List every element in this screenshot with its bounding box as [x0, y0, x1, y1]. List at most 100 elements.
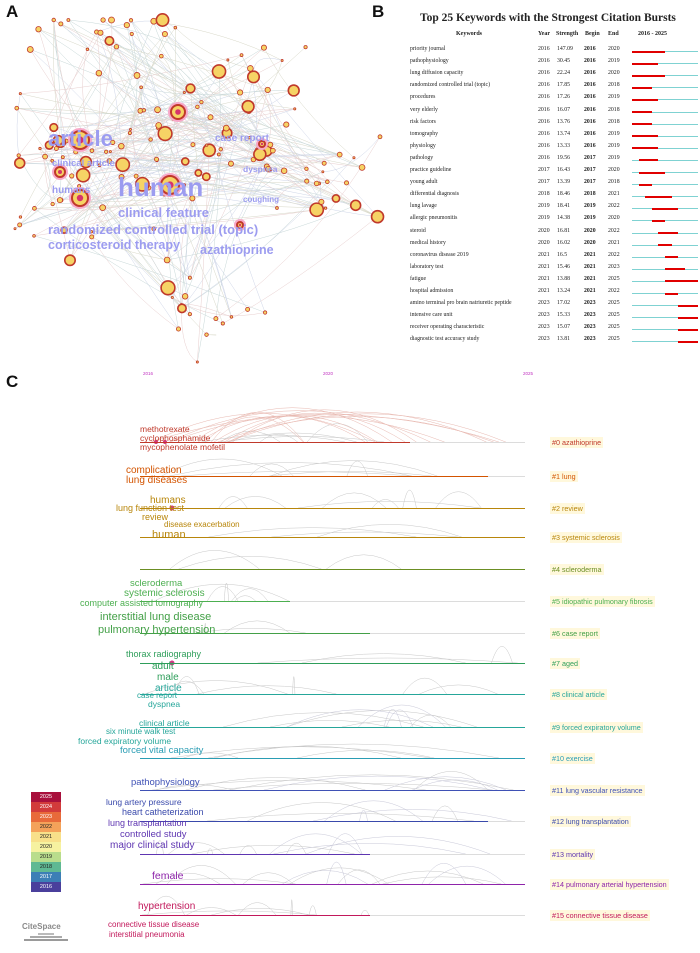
- network-node: [182, 183, 186, 188]
- timeline-keyword: female: [152, 870, 184, 882]
- timeline-citation-arc: [269, 460, 438, 477]
- burst-cell-keyword: coronavirus disease 2019: [410, 251, 469, 258]
- network-edge: [198, 172, 378, 217]
- burst-cell-keyword: differential diagnosis: [410, 191, 459, 198]
- network-node: [50, 158, 55, 163]
- network-edge: [45, 88, 191, 157]
- burst-period-bar: [632, 74, 665, 77]
- network-node: [199, 99, 204, 105]
- network-keyword-label: coughing: [243, 195, 279, 204]
- timeline-citation-arc: [222, 712, 424, 728]
- timeline-citation-arc: [154, 584, 289, 602]
- burst-cell-begin: 2016: [584, 58, 596, 65]
- burst-cell-keyword: lung lavage: [410, 203, 437, 210]
- network-edge: [181, 305, 198, 363]
- timeline-citation-arc: [383, 709, 402, 728]
- timeline-citation-arc: [198, 628, 306, 634]
- burst-cell-strength: 13.24: [557, 288, 571, 294]
- network-node: [202, 143, 217, 158]
- burst-cell-end: 2019: [608, 94, 620, 101]
- timeline-cluster-line: [140, 569, 525, 570]
- timeline-keyword: heart catheterization: [122, 807, 204, 817]
- timeline-citation-arc: [208, 527, 417, 538]
- timeline-citation-arc: [360, 909, 370, 916]
- network-edge: [250, 68, 356, 206]
- network-node: [157, 126, 173, 142]
- network-node: [321, 160, 327, 166]
- timeline-cluster-line: [140, 884, 525, 885]
- network-node: [154, 156, 160, 162]
- network-node: [18, 92, 22, 96]
- burst-cell-strength: 16.5: [557, 251, 568, 258]
- timeline-cluster-line: [140, 633, 370, 634]
- network-node: [201, 172, 211, 182]
- burst-timeline-bar: [632, 75, 698, 77]
- timeline-citation-arc: [193, 407, 392, 443]
- network-node: [304, 178, 310, 184]
- network-edge: [61, 154, 340, 201]
- timeline-cluster-line: [140, 915, 370, 916]
- legend-year-2018: 2018: [31, 862, 61, 872]
- timeline-citation-arc: [372, 870, 484, 885]
- network-edge: [181, 150, 267, 309]
- timeline-keyword: methotrexate: [140, 424, 190, 434]
- network-node: [127, 130, 132, 135]
- timeline-cluster-line: [140, 854, 370, 855]
- burst-cell-strength: 18.41: [557, 203, 571, 210]
- burst-period-bar: [632, 98, 659, 101]
- network-node: [51, 17, 56, 23]
- burst-cell-keyword: receiver operating characteristic: [410, 324, 485, 331]
- timeline-citation-arc: [384, 776, 507, 791]
- burst-cell-end: 2021: [608, 191, 620, 198]
- network-node: [182, 91, 186, 95]
- network-node: [180, 157, 190, 166]
- burst-cell-begin: 2016: [584, 130, 596, 137]
- burst-timeline-bar: [632, 159, 698, 161]
- network-node: [262, 310, 268, 315]
- network-edge: [110, 151, 326, 209]
- network-node: [187, 312, 192, 317]
- timeline-cluster-line-tail: [410, 442, 525, 443]
- burst-period-bar: [658, 232, 679, 234]
- network-node: [237, 89, 244, 96]
- burst-cell-keyword: hospital admission: [410, 288, 454, 294]
- network-edge: [167, 205, 356, 261]
- network-node: [38, 146, 42, 151]
- burst-cell-strength: 16.81: [557, 227, 571, 234]
- network-node: [85, 47, 90, 52]
- timeline-citation-arc: [223, 582, 229, 602]
- burst-period-bar: [678, 316, 698, 319]
- timeline-citation-arc: [211, 908, 309, 916]
- network-node: [42, 153, 48, 160]
- burst-cell-year: 2017: [538, 179, 550, 186]
- burst-cell-end: 2022: [608, 288, 620, 294]
- network-node: [14, 157, 26, 169]
- network-edge: [197, 71, 221, 363]
- timeline-cluster-label: #5 idiopathic pulmonary fibrosis: [550, 596, 655, 607]
- network-node: [370, 209, 385, 224]
- network-edge: [44, 127, 54, 205]
- timeline-keyword: disease exacerbation: [164, 520, 240, 529]
- network-node: [89, 230, 94, 234]
- timeline-cluster-line: [140, 727, 525, 728]
- network-node: [53, 146, 59, 151]
- network-edge: [129, 132, 191, 278]
- network-edge: [201, 102, 266, 313]
- network-node: [287, 84, 300, 97]
- network-node: [129, 128, 132, 131]
- timeline-citation-arc: [247, 802, 396, 822]
- burst-cell-keyword: intensive care unit: [410, 312, 453, 319]
- network-node: [275, 206, 279, 210]
- burst-period-bar: [658, 244, 672, 247]
- network-node: [155, 13, 170, 27]
- network-node: [154, 106, 161, 114]
- burst-cell-year: 2016: [538, 130, 550, 137]
- network-edge: [81, 31, 101, 203]
- burst-cell-end: 2019: [608, 130, 620, 137]
- network-edge: [91, 209, 317, 232]
- network-edge: [82, 49, 100, 166]
- network-keyword-label: case report: [215, 133, 269, 144]
- network-edge: [75, 92, 241, 153]
- burst-period-bar: [632, 123, 652, 126]
- network-node: [66, 18, 71, 22]
